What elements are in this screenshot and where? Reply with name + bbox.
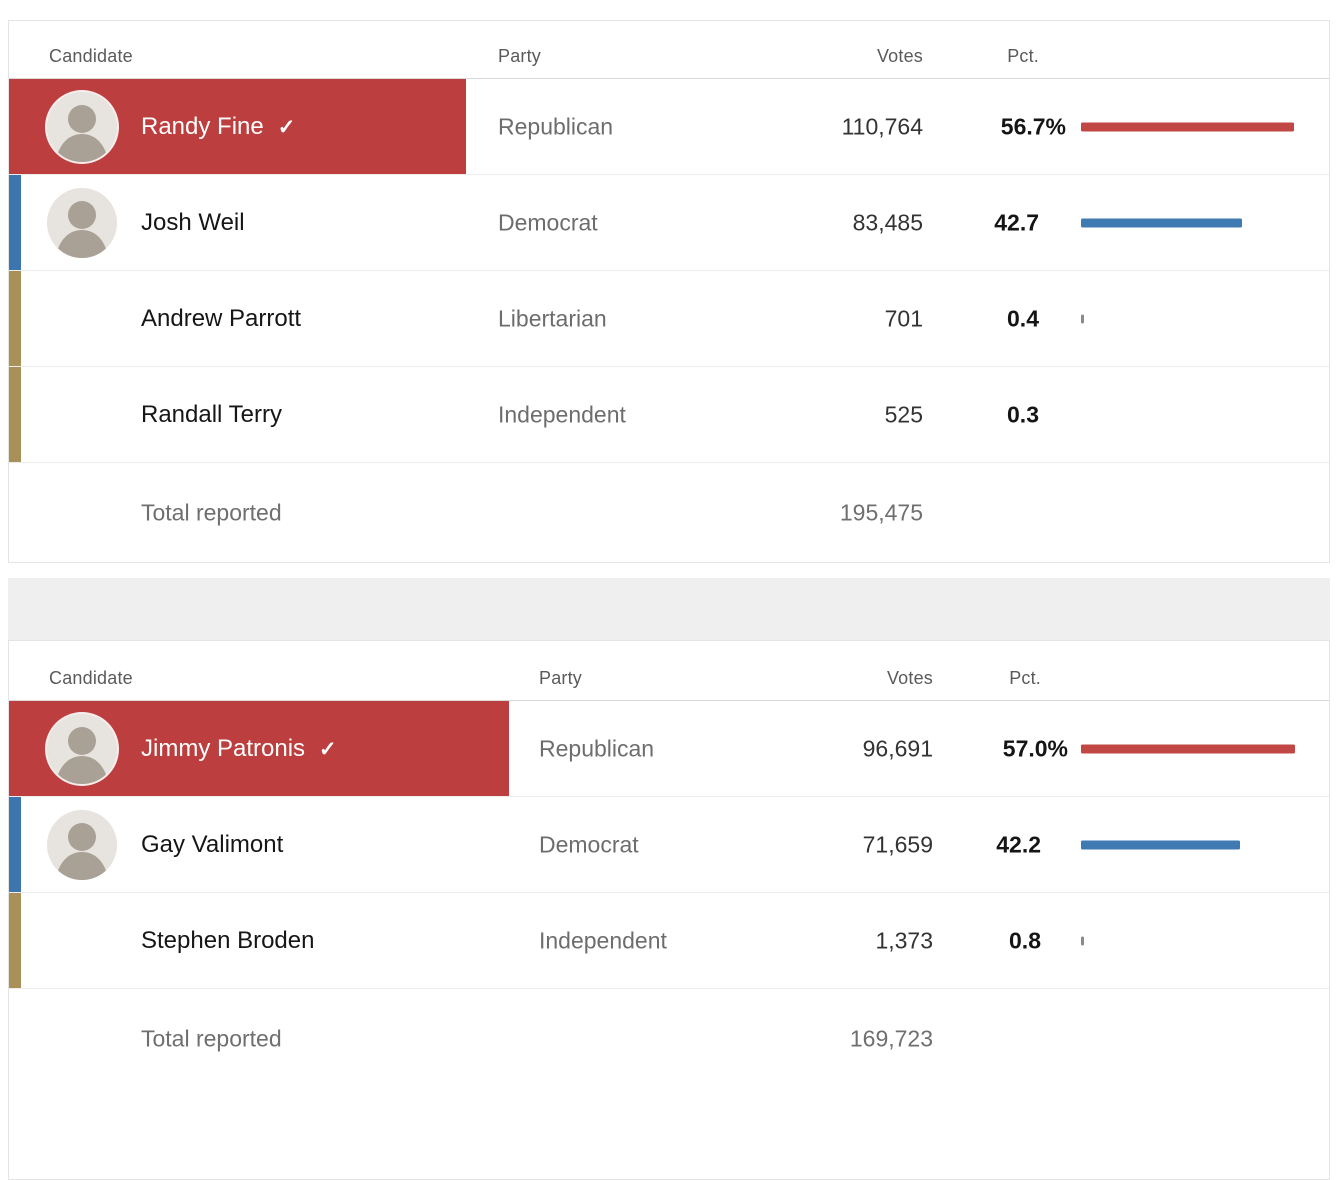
pct-bar xyxy=(1081,218,1242,227)
party-label: Republican xyxy=(539,735,655,761)
party-strip xyxy=(9,367,21,462)
candidate-name: Josh Weil✓ xyxy=(141,209,245,237)
candidate-row: Jimmy Patronis ✓ Republican 96,691 57.0% xyxy=(9,701,1329,797)
candidate-name: Randall Terry✓ xyxy=(141,401,282,429)
pct-value: 0.3 xyxy=(1007,401,1039,427)
votes-value: 110,764 xyxy=(841,113,923,139)
pct-value: 56.7% xyxy=(1000,113,1066,139)
total-row: Total reported 195,475 xyxy=(9,463,1329,562)
candidate-avatar xyxy=(47,187,117,258)
candidate-name-text: Stephen Broden xyxy=(141,926,315,954)
candidate-name: Gay Valimont✓ xyxy=(141,831,283,859)
winner-check-icon: ✓ xyxy=(277,115,296,139)
party-label: Republican xyxy=(498,113,614,139)
rows-container: Randy Fine ✓ Republican 110,764 56.7% Jos… xyxy=(9,79,1329,463)
candidate-name: Stephen Broden✓ xyxy=(141,927,314,955)
pct-value: 42.2 xyxy=(996,831,1041,857)
candidate-row: Gay Valimont✓ Democrat 71,659 42.2 xyxy=(9,797,1329,893)
candidate-avatar xyxy=(47,91,117,162)
total-label: Total reported xyxy=(141,1025,282,1051)
votes-value: 96,691 xyxy=(862,735,933,761)
total-votes: 169,723 xyxy=(849,1025,933,1051)
party-strip xyxy=(9,175,21,270)
column-header-candidate: Candidate xyxy=(49,46,133,66)
pct-bar xyxy=(1081,744,1295,753)
candidate-name-text: Gay Valimont xyxy=(141,830,284,858)
winner-check-icon: ✓ xyxy=(319,737,337,761)
person-silhouette-icon xyxy=(55,104,109,162)
candidate-name: Jimmy Patronis ✓ xyxy=(141,735,337,763)
total-votes: 195,475 xyxy=(839,499,923,525)
pct-bar xyxy=(1081,936,1084,945)
votes-value: 83,485 xyxy=(852,209,923,235)
pct-bar xyxy=(1081,122,1294,131)
pct-bar xyxy=(1081,840,1240,849)
party-label: Independent xyxy=(539,927,667,953)
column-header-pct: Pct. xyxy=(1009,668,1041,688)
votes-value: 1,373 xyxy=(875,927,933,953)
candidate-name: Randy Fine ✓ xyxy=(141,113,295,141)
candidate-row: Randy Fine ✓ Republican 110,764 56.7% xyxy=(9,79,1329,175)
candidate-row: Josh Weil✓ Democrat 83,485 42.7 xyxy=(9,175,1329,271)
party-label: Democrat xyxy=(498,209,598,235)
candidate-name: Andrew Parrott✓ xyxy=(141,305,301,333)
column-header-party: Party xyxy=(498,46,542,66)
candidate-row: Randall Terry✓ Independent 525 0.3 xyxy=(9,367,1329,463)
votes-value: 71,659 xyxy=(862,831,933,857)
votes-value: 525 xyxy=(884,401,923,427)
candidate-name-text: Josh Weil xyxy=(141,208,245,236)
candidate-avatar xyxy=(47,809,117,880)
table-header: Candidate Party Votes Pct. xyxy=(9,21,1329,79)
column-header-votes: Votes xyxy=(886,668,933,688)
results-card-race-1: Candidate Party Votes Pct. Randy Fine ✓ R… xyxy=(8,20,1330,563)
column-header-votes: Votes xyxy=(876,46,923,66)
party-label: Independent xyxy=(498,401,626,427)
person-silhouette-icon xyxy=(55,200,109,258)
pct-value: 0.8 xyxy=(1009,927,1041,953)
candidate-avatar xyxy=(47,713,117,784)
pct-bar xyxy=(1081,314,1084,323)
person-silhouette-icon xyxy=(55,822,109,880)
party-label: Libertarian xyxy=(498,305,607,331)
total-row: Total reported 169,723 xyxy=(9,989,1329,1088)
column-header-candidate: Candidate xyxy=(49,668,133,688)
party-strip xyxy=(9,271,21,366)
candidate-name-text: Randy Fine xyxy=(141,112,264,140)
rows-container: Jimmy Patronis ✓ Republican 96,691 57.0% … xyxy=(9,701,1329,989)
results-card-race-2: Candidate Party Votes Pct. Jimmy Patroni… xyxy=(8,640,1330,1180)
race-separator xyxy=(8,578,1330,640)
column-header-pct: Pct. xyxy=(1007,46,1039,66)
candidate-name-text: Andrew Parrott xyxy=(141,304,302,332)
pct-value: 57.0% xyxy=(1002,735,1068,761)
total-label: Total reported xyxy=(141,499,282,525)
table-header: Candidate Party Votes Pct. xyxy=(9,641,1329,701)
candidate-name-text: Randall Terry xyxy=(141,400,282,428)
pct-value: 0.4 xyxy=(1007,305,1039,331)
candidate-row: Stephen Broden✓ Independent 1,373 0.8 xyxy=(9,893,1329,989)
party-label: Democrat xyxy=(539,831,639,857)
person-silhouette-icon xyxy=(55,726,109,784)
party-strip xyxy=(9,797,21,892)
candidate-row: Andrew Parrott✓ Libertarian 701 0.4 xyxy=(9,271,1329,367)
votes-value: 701 xyxy=(884,305,923,331)
pct-value: 42.7 xyxy=(994,209,1039,235)
page: { "colors": { "republican_flag": "#bc3e3… xyxy=(8,20,1330,1180)
party-strip xyxy=(9,893,21,988)
column-header-party: Party xyxy=(539,668,583,688)
candidate-name-text: Jimmy Patronis xyxy=(141,734,306,762)
